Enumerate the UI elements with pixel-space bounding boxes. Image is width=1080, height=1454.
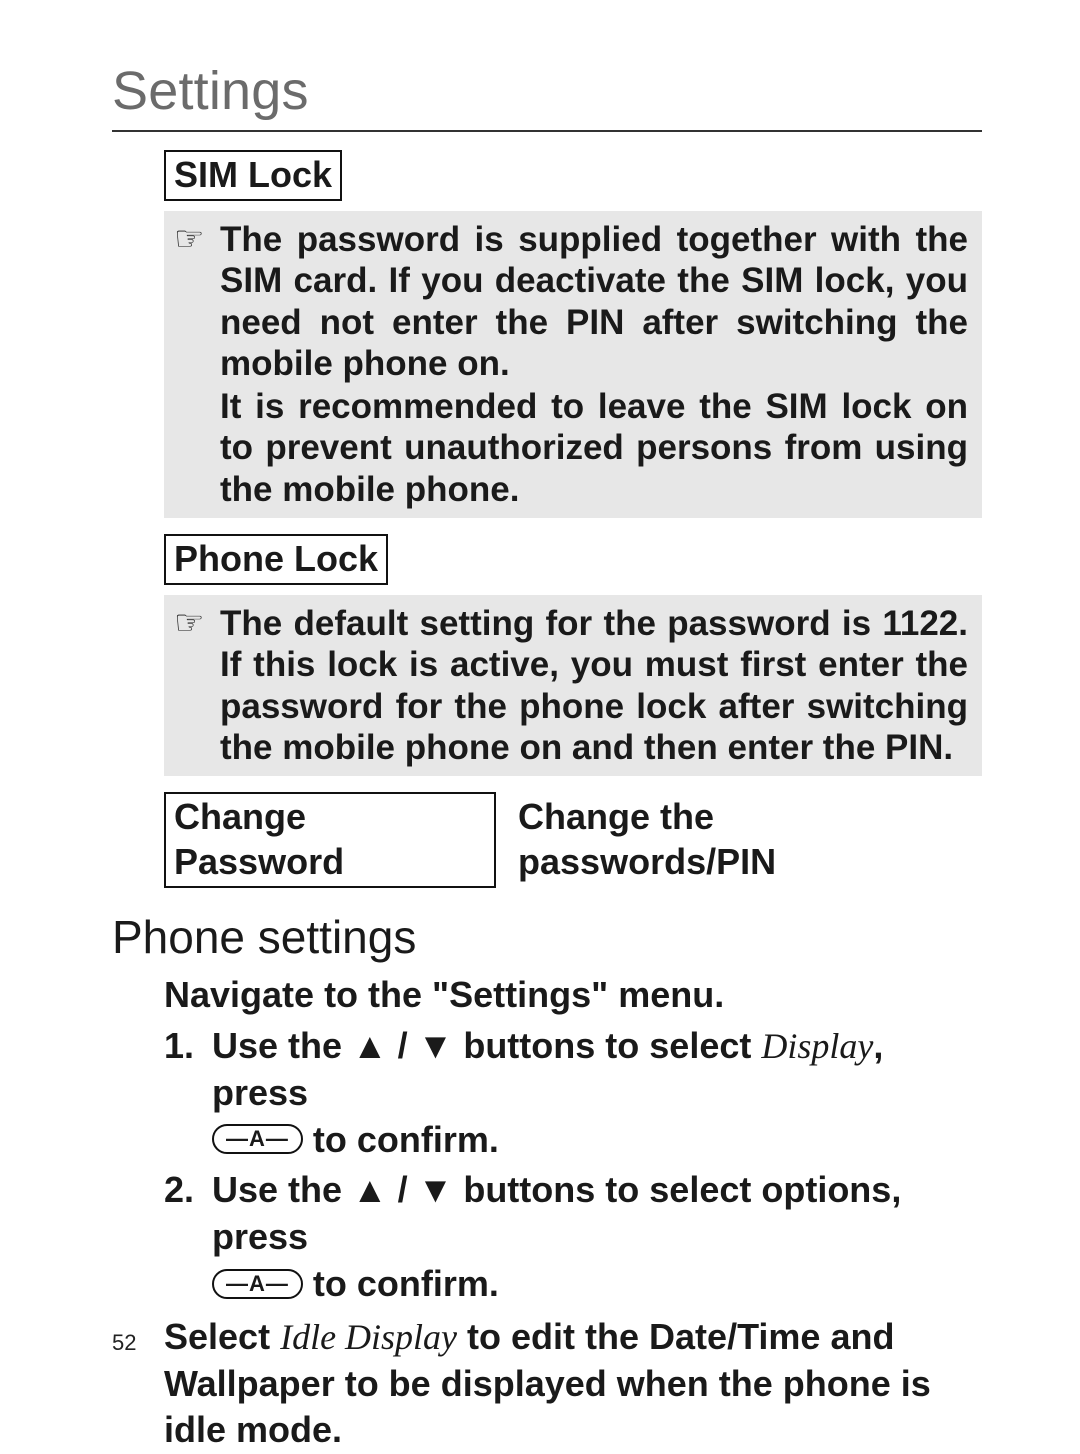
- phone-settings-title: Phone settings: [112, 910, 982, 964]
- phone-lock-note-p1: The default setting for the password is …: [220, 603, 968, 768]
- page-number: 52: [112, 1330, 136, 1356]
- step-1-text-b: buttons to select: [453, 1025, 761, 1066]
- change-password-label: Change Password: [164, 792, 496, 888]
- sim-lock-note-p1: The password is supplied together with t…: [220, 219, 968, 384]
- phone-settings-intro: Navigate to the "Settings" menu.: [164, 972, 982, 1019]
- sim-lock-note: ☞ The password is supplied together with…: [164, 211, 982, 518]
- step-2-number: 2.: [164, 1167, 212, 1307]
- manual-page: Settings SIM Lock ☞ The password is supp…: [0, 0, 1080, 1412]
- change-password-desc: Change the passwords/PIN: [518, 792, 982, 884]
- step-1: 1. Use the ▲ / ▼ buttons to select Displ…: [164, 1023, 982, 1163]
- sim-lock-label: SIM Lock: [164, 150, 342, 201]
- phone-settings-outro: Select Idle Display to edit the Date/Tim…: [164, 1314, 982, 1454]
- content-area: SIM Lock ☞ The password is supplied toge…: [112, 150, 982, 1454]
- sim-lock-note-p2: It is recommended to leave the SIM lock …: [220, 386, 968, 510]
- step-1-text-d: to confirm.: [303, 1119, 499, 1160]
- sim-lock-note-text: The password is supplied together with t…: [220, 219, 968, 510]
- change-password-row: Change Password Change the passwords/PIN: [164, 792, 982, 888]
- step-2-text-d: to confirm.: [303, 1263, 499, 1304]
- phone-lock-label: Phone Lock: [164, 534, 388, 585]
- step-2-text-a: Use the: [212, 1169, 352, 1210]
- step-1-target: Display: [761, 1026, 873, 1066]
- hand-icon: ☞: [174, 219, 220, 510]
- outro-a: Select: [164, 1316, 280, 1357]
- phone-settings-body: Navigate to the "Settings" menu. 1. Use …: [164, 972, 982, 1454]
- outro-target: Idle Display: [280, 1317, 457, 1357]
- phone-lock-note-text: The default setting for the password is …: [220, 603, 968, 768]
- a-key-icon: —A—: [212, 1269, 303, 1299]
- phone-lock-section: Phone Lock ☞ The default setting for the…: [164, 534, 982, 776]
- step-2: 2. Use the ▲ / ▼ buttons to select optio…: [164, 1167, 982, 1307]
- step-1-body: Use the ▲ / ▼ buttons to select Display,…: [212, 1023, 982, 1163]
- step-1-text-a: Use the: [212, 1025, 352, 1066]
- sim-lock-section: SIM Lock ☞ The password is supplied toge…: [164, 150, 982, 518]
- hand-icon: ☞: [174, 603, 220, 768]
- title-rule: [112, 130, 982, 132]
- step-1-number: 1.: [164, 1023, 212, 1163]
- phone-lock-note: ☞ The default setting for the password i…: [164, 595, 982, 776]
- up-down-arrows-icon: ▲ / ▼: [352, 1023, 453, 1070]
- a-key-icon: —A—: [212, 1124, 303, 1154]
- up-down-arrows-icon: ▲ / ▼: [352, 1167, 453, 1214]
- page-title: Settings: [112, 60, 982, 122]
- step-2-body: Use the ▲ / ▼ buttons to select options,…: [212, 1167, 982, 1307]
